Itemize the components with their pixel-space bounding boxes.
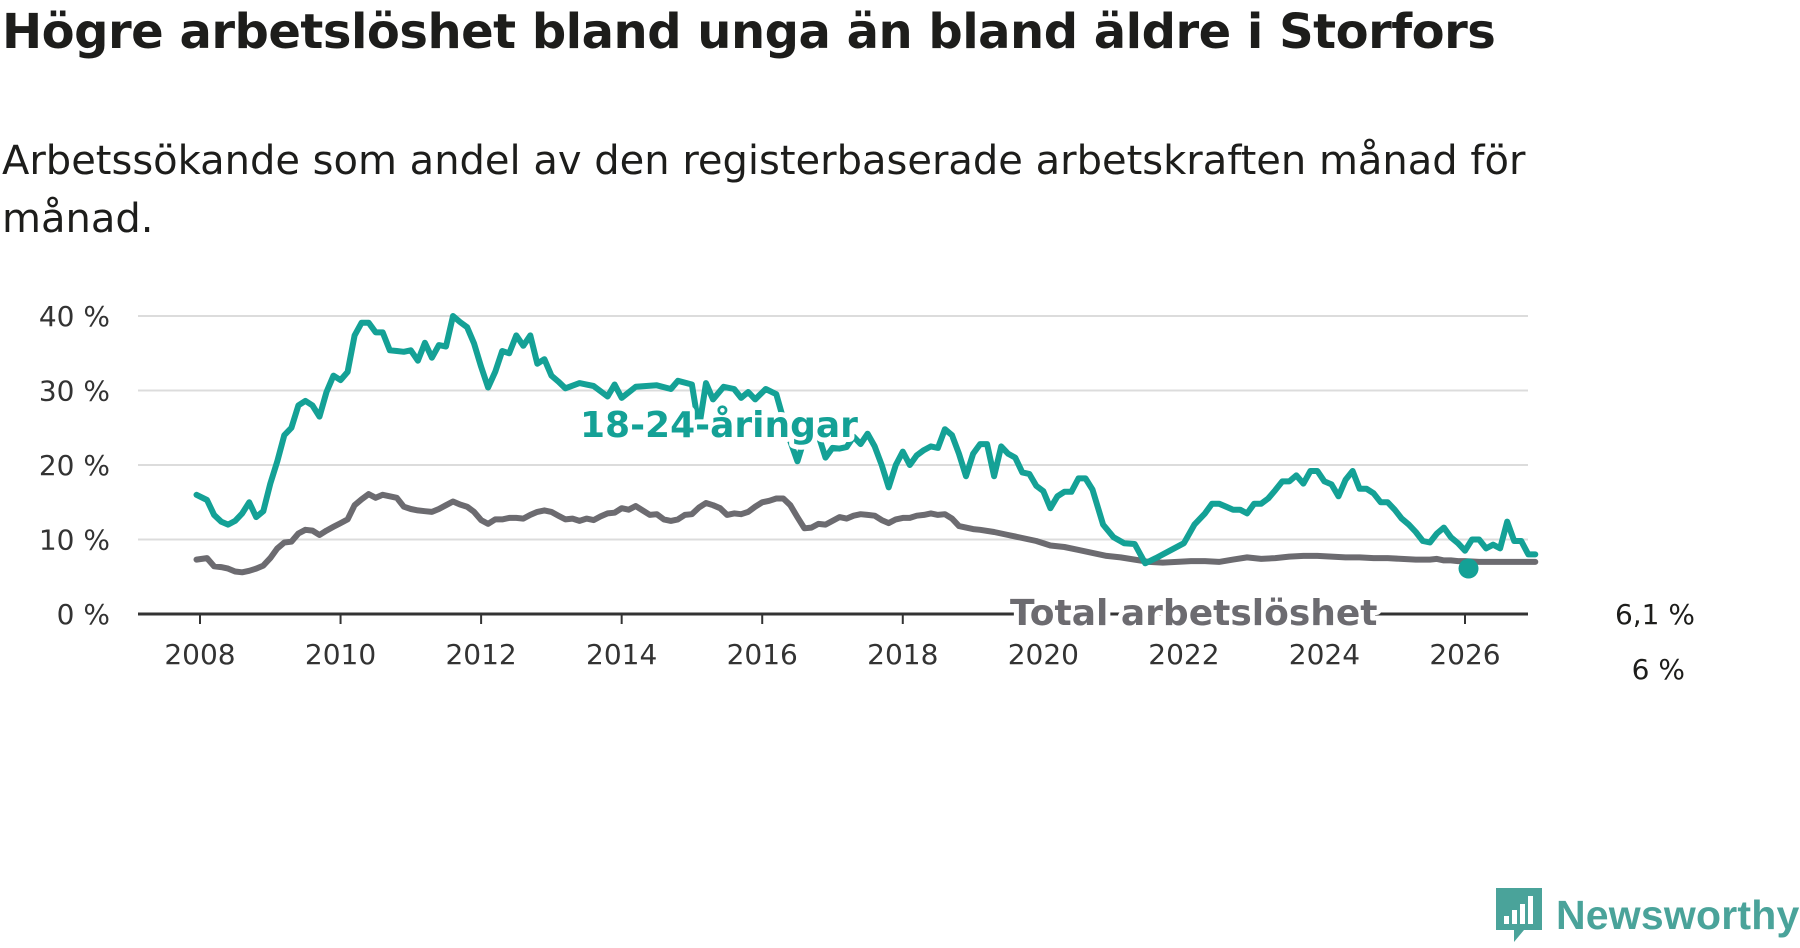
chart-title: Högre arbetslöshet bland unga än bland ä… — [2, 4, 1496, 60]
series-label-youth: 18-24-åringar — [580, 405, 858, 446]
series-label-total: Total arbetslöshet — [1010, 593, 1378, 634]
series-line-youth — [193, 313, 1539, 567]
y-tick-label: 10 % — [39, 524, 110, 557]
y-tick-label: 20 % — [39, 449, 110, 482]
x-tick-label: 2022 — [1148, 638, 1219, 671]
chart-subtitle: Arbetssökande som andel av den registerb… — [2, 138, 1526, 242]
x-tick-label: 2026 — [1429, 638, 1500, 671]
brand-name: Newsworthy — [1556, 891, 1800, 938]
series-line-total — [193, 491, 1539, 576]
y-tick-label: 30 % — [39, 375, 110, 408]
x-tick-label: 2008 — [164, 638, 235, 671]
y-tick-label: 40 % — [39, 300, 110, 333]
newsworthy-logo-icon — [1496, 888, 1542, 942]
end-marker-youth — [1458, 558, 1479, 579]
brand-logo[interactable]: Newsworthy — [1494, 886, 1800, 944]
end-value-total: 6 % — [1632, 653, 1685, 686]
y-tick-label: 0 % — [57, 598, 110, 631]
x-tick-label: 2012 — [445, 638, 516, 671]
x-tick-label: 2018 — [867, 638, 938, 671]
x-tick-label: 2016 — [727, 638, 798, 671]
x-tick-label: 2020 — [1008, 638, 1079, 671]
x-tick-label: 2014 — [586, 638, 657, 671]
x-tick-label: 2010 — [305, 638, 376, 671]
x-tick-label: 2024 — [1289, 638, 1360, 671]
end-value-youth: 6,1 % — [1615, 598, 1695, 631]
